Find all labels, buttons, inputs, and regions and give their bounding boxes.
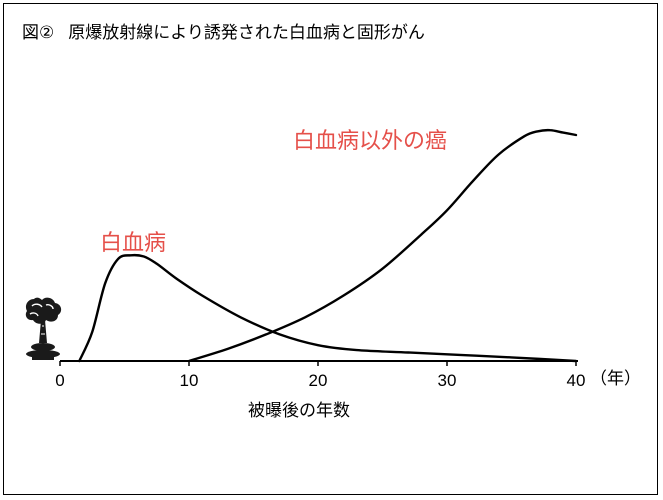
- x-axis-unit: （年）: [590, 369, 641, 389]
- series-label-solid-cancer: 白血病以外の癌: [293, 129, 447, 154]
- x-tick-labels: 0 10 20 30 40: [55, 361, 585, 390]
- x-axis-label: 被曝後の年数: [248, 401, 350, 421]
- figure-title-text: 原爆放射線により誘発された白血病と固形がん: [68, 23, 425, 43]
- series-line-leukemia: [78, 253, 578, 363]
- x-tick-label: 20: [309, 371, 328, 390]
- figure-number: 図②: [22, 23, 55, 43]
- mushroom-cloud-icon: [25, 297, 62, 360]
- figure-frame: [3, 3, 658, 495]
- x-tick-label: 40: [567, 371, 586, 390]
- x-tick-label: 10: [180, 371, 199, 390]
- x-tick-label: 0: [55, 371, 64, 390]
- figure-title: 図② 原爆放射線により誘発された白血病と固形がん: [22, 18, 425, 43]
- series-label-leukemia: 白血病: [100, 231, 166, 256]
- x-tick-label: 30: [438, 371, 457, 390]
- series-line-solid-cancer: [187, 128, 578, 363]
